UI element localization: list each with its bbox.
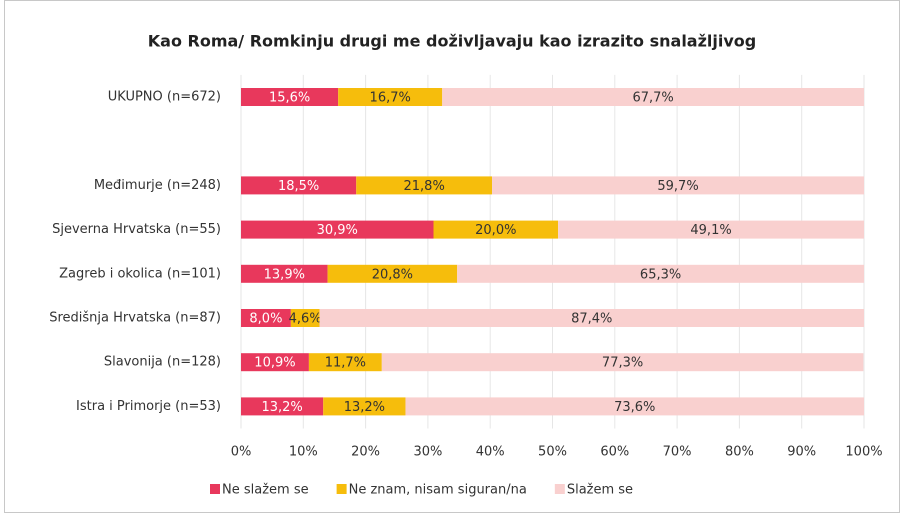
bar-segment xyxy=(457,264,864,283)
bar-segment xyxy=(338,88,443,106)
data-label: 73,6% xyxy=(614,400,655,415)
bar-segment xyxy=(241,397,324,416)
legend-swatch xyxy=(554,484,565,494)
data-label: 13,2% xyxy=(344,400,385,415)
y-tick-label: Sjeverna Hrvatska (n=55) xyxy=(52,222,221,237)
data-label: 10,9% xyxy=(254,356,295,371)
bar-segment xyxy=(442,88,864,106)
bar-segment xyxy=(558,220,864,239)
data-label: 59,7% xyxy=(657,179,698,194)
data-label: 30,9% xyxy=(317,223,358,238)
bar-segment xyxy=(241,309,291,327)
legend-swatch xyxy=(210,484,220,494)
data-label: 15,6% xyxy=(269,91,310,106)
chart-title: Kao Roma/ Romkinju drugi me doživljavaju… xyxy=(148,32,756,51)
legend-swatch xyxy=(336,484,347,494)
data-label: 16,7% xyxy=(370,91,411,106)
x-tick-label: 20% xyxy=(351,445,380,460)
data-label: 20,8% xyxy=(372,267,413,282)
y-tick-label: UKUPNO (n=672) xyxy=(108,90,221,105)
data-label: 4,6% xyxy=(289,312,322,327)
bar-segment xyxy=(241,176,357,195)
bar-segment xyxy=(319,309,864,327)
bar-segment xyxy=(327,264,458,283)
x-tick-label: 80% xyxy=(725,445,754,460)
data-label: 11,7% xyxy=(325,356,366,371)
y-tick-label: Međimurje (n=248) xyxy=(94,178,221,193)
x-tick-label: 50% xyxy=(538,445,567,460)
bar-segment xyxy=(241,353,309,372)
data-label: 65,3% xyxy=(640,267,681,282)
bar-segment xyxy=(308,353,382,372)
x-tick-label: 90% xyxy=(787,445,816,460)
y-tick-label: Zagreb i okolica (n=101) xyxy=(59,266,221,281)
chart-frame xyxy=(4,0,900,513)
legend-label: Ne slažem se xyxy=(222,483,309,498)
bar-segment xyxy=(241,88,339,106)
bar-segment xyxy=(381,353,864,372)
y-tick-label: Istra i Primorje (n=53) xyxy=(76,399,221,414)
bar-segment xyxy=(405,397,864,416)
x-tick-label: 10% xyxy=(289,445,318,460)
y-tick-label: Slavonija (n=128) xyxy=(104,355,221,370)
data-label: 87,4% xyxy=(571,312,612,327)
x-tick-label: 70% xyxy=(663,445,692,460)
x-tick-label: 30% xyxy=(413,445,442,460)
bar-segment xyxy=(241,264,328,283)
data-label: 8,0% xyxy=(249,312,282,327)
bar-segment xyxy=(241,220,434,239)
bar-segment xyxy=(492,176,864,195)
bar-segment xyxy=(290,309,320,327)
bar-segment xyxy=(433,220,559,239)
data-label: 67,7% xyxy=(632,91,673,106)
legend-label: Slažem se xyxy=(567,483,633,498)
data-label: 77,3% xyxy=(602,356,643,371)
data-label: 18,5% xyxy=(278,179,319,194)
data-label: 21,8% xyxy=(404,179,445,194)
data-label: 49,1% xyxy=(690,223,731,238)
x-tick-label: 40% xyxy=(476,445,505,460)
data-label: 13,9% xyxy=(264,267,305,282)
x-tick-label: 100% xyxy=(845,445,882,460)
bar-segment xyxy=(323,397,406,416)
y-tick-label: Središnja Hrvatska (n=87) xyxy=(49,311,221,326)
data-label: 13,2% xyxy=(261,400,302,415)
data-label: 20,0% xyxy=(475,223,516,238)
x-tick-label: 0% xyxy=(231,445,252,460)
legend-label: Ne znam, nisam siguran/na xyxy=(349,483,527,498)
x-tick-label: 60% xyxy=(600,445,629,460)
bar-segment xyxy=(356,176,493,195)
